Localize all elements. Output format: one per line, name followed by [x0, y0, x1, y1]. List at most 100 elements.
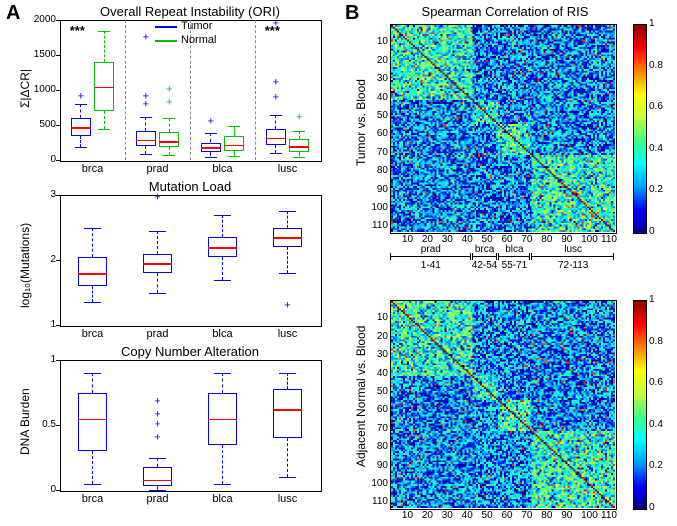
heatmap-ytick: 70	[366, 147, 388, 158]
y-tick: 3	[22, 189, 56, 200]
outlier: +	[154, 409, 160, 420]
heatmap-ytick: 80	[366, 441, 388, 452]
legend-swatch	[155, 26, 177, 28]
x-tick: blca	[212, 163, 232, 175]
cohort-range: 1-41	[406, 260, 456, 271]
outlier: +	[296, 113, 302, 124]
boxplot-box	[143, 467, 172, 487]
y-tick: 0	[22, 484, 56, 495]
colorbar-tick: 0	[649, 226, 655, 237]
colorbar-tick: 0.6	[649, 377, 663, 388]
heatmap-ylabel: Adjacent Normal vs. Blood	[354, 325, 368, 466]
legend-label: Tumor	[181, 20, 212, 32]
panel-b: Spearman Correlation of RIS1010202030304…	[340, 0, 677, 526]
colorbar-tick: 0.4	[649, 419, 663, 430]
heatmap-xtick: 60	[501, 510, 512, 521]
heatmap-xtick: 10	[402, 510, 413, 521]
heatmap-canvas	[391, 25, 615, 232]
outlier: +	[154, 420, 160, 431]
heatmap-ytick: 110	[366, 220, 388, 231]
colorbar-tick: 0.2	[649, 460, 663, 471]
heatmap-ytick: 50	[366, 386, 388, 397]
heatmap-xtick: 70	[521, 510, 532, 521]
x-tick: lusc	[278, 493, 298, 505]
heatmap-ytick: 90	[366, 184, 388, 195]
colorbar-tick: 0.8	[649, 336, 663, 347]
x-tick: blca	[212, 328, 232, 340]
outlier: +	[273, 18, 279, 29]
colorbar-tick: 1	[649, 294, 655, 305]
colorbar-tick: 1	[649, 18, 655, 29]
boxplot-box	[78, 393, 107, 452]
heatmap-ytick: 80	[366, 165, 388, 176]
heatmap-xtick: 30	[442, 510, 453, 521]
colorbar-tick: 0.8	[649, 60, 663, 71]
colorbar-tick: 0.4	[649, 143, 663, 154]
heatmap-ytick: 60	[366, 128, 388, 139]
heatmap-xtick: 110	[601, 234, 617, 245]
cohort-label: prad	[406, 244, 456, 255]
heatmap-xtick: 50	[482, 510, 493, 521]
heatmap-ytick: 70	[366, 423, 388, 434]
outlier: +	[143, 92, 149, 103]
cohort-range: 55-71	[489, 260, 539, 271]
heatmap-xtick: 40	[462, 510, 473, 521]
chart-title: Overall Repeat Instability (ORI)	[60, 4, 320, 19]
heatmap-ytick: 10	[366, 312, 388, 323]
colorbar-tick: 0	[649, 502, 655, 513]
heatmap-ylabel: Tumor vs. Blood	[354, 79, 368, 166]
heatmap-ytick: 30	[366, 349, 388, 360]
heatmap-ytick: 30	[366, 73, 388, 84]
boxplot-box	[78, 257, 107, 286]
heatmap-canvas	[391, 301, 615, 508]
heatmap-xtick: 20	[422, 510, 433, 521]
x-tick: prad	[146, 328, 168, 340]
colorbar	[633, 24, 647, 234]
x-tick: brca	[82, 328, 103, 340]
heatmap-xtick: 90	[561, 510, 572, 521]
colorbar-tick: 0.6	[649, 101, 663, 112]
heatmap-xtick: 110	[601, 510, 617, 521]
outlier: +	[78, 92, 84, 103]
heatmap-ytick: 110	[366, 496, 388, 507]
legend-label: Normal	[181, 34, 216, 46]
outlier: +	[208, 116, 214, 127]
chart-title: Copy Number Alteration	[60, 344, 320, 359]
heatmap-ytick: 100	[366, 478, 388, 489]
heatmap-ytick: 90	[366, 460, 388, 471]
significance-marker: ***	[70, 23, 85, 38]
outlier: +	[154, 433, 160, 444]
cohort-label: lusc	[548, 244, 598, 255]
outlier: +	[273, 78, 279, 89]
boxplot-box	[224, 136, 244, 151]
outlier: +	[273, 93, 279, 104]
heatmap-ytick: 20	[366, 331, 388, 342]
y-tick: 1000	[22, 84, 56, 95]
y-tick: 2000	[22, 14, 56, 25]
panel-b-title: Spearman Correlation of RIS	[380, 4, 630, 19]
outlier: +	[154, 396, 160, 407]
legend-swatch	[155, 40, 177, 42]
x-tick: prad	[146, 163, 168, 175]
cohort-range: 72-113	[548, 260, 598, 271]
boxplot-box	[136, 131, 156, 146]
y-tick: 2	[22, 254, 56, 265]
x-tick: lusc	[278, 163, 298, 175]
y-tick: 0.5	[22, 419, 56, 430]
outlier: +	[143, 32, 149, 43]
heatmap-ytick: 50	[366, 110, 388, 121]
y-tick: 500	[22, 119, 56, 130]
y-tick: 1500	[22, 49, 56, 60]
outlier: +	[166, 85, 172, 96]
outlier: +	[284, 300, 290, 311]
x-tick: brca	[82, 163, 103, 175]
outlier: +	[166, 97, 172, 108]
x-tick: prad	[146, 493, 168, 505]
heatmap-ytick: 40	[366, 368, 388, 379]
colorbar-tick: 0.2	[649, 184, 663, 195]
y-axis-label: log₁₀(Mutations)	[18, 223, 32, 308]
y-tick: 1	[22, 354, 56, 365]
heatmap-xtick: 80	[541, 510, 552, 521]
chart-title: Mutation Load	[60, 179, 320, 194]
x-tick: brca	[82, 493, 103, 505]
